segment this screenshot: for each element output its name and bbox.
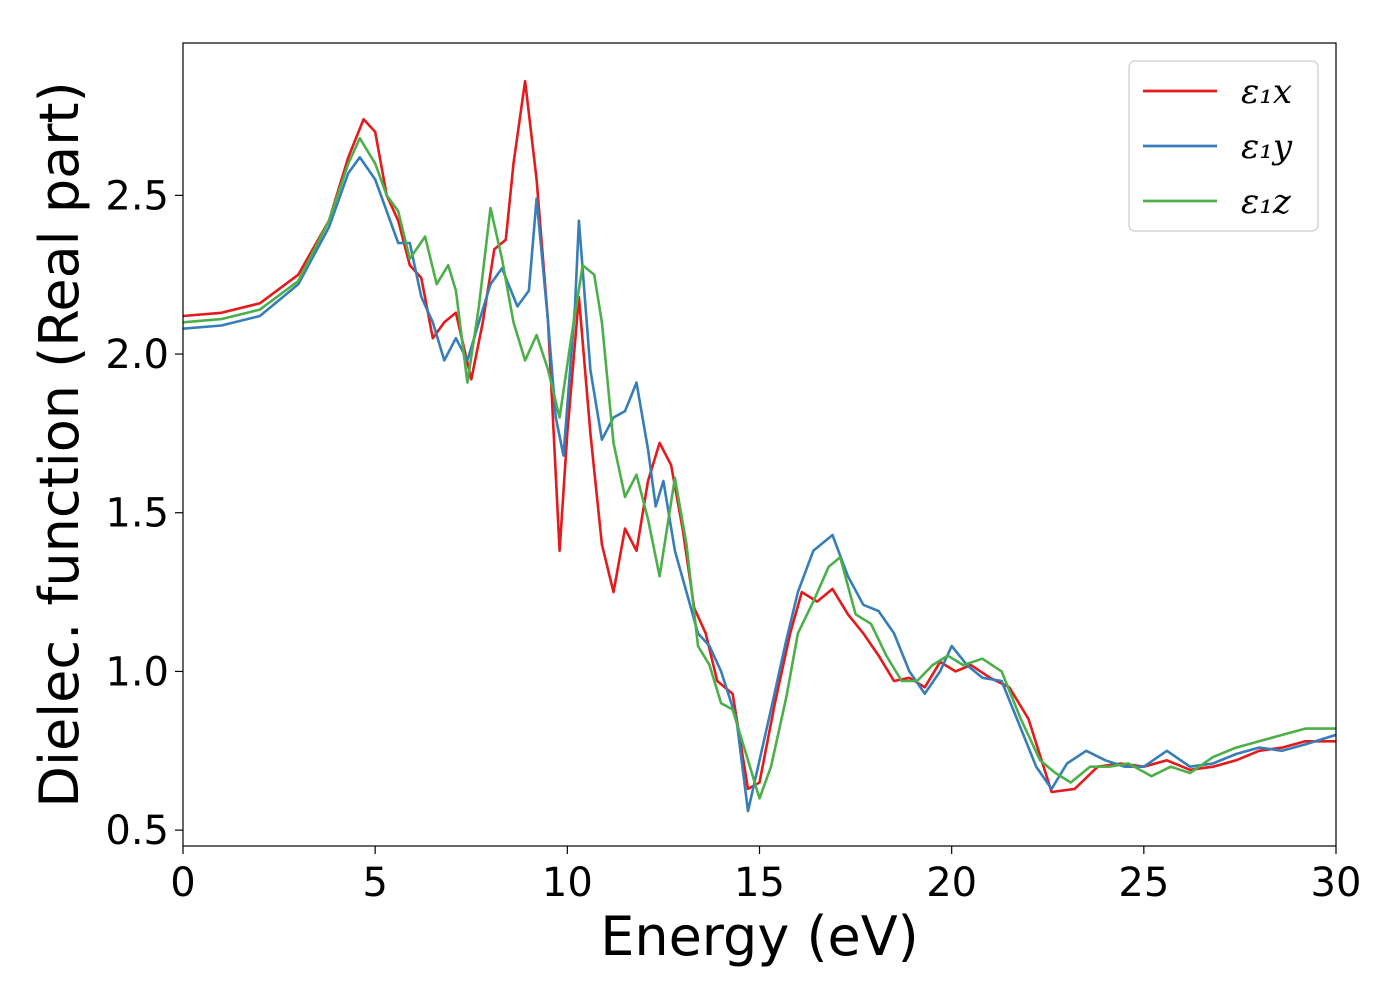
series-line-2 [183, 156, 1336, 813]
x-axis-title: Energy (eV) [600, 905, 919, 968]
x-tick-label: 25 [1118, 860, 1169, 906]
legend-label-3: ε₁z [1241, 182, 1292, 222]
legend-label-1: ε₁x [1241, 72, 1292, 112]
legend: ε₁x ε₁y ε₁z [1128, 60, 1319, 232]
legend-label-2: ε₁y [1241, 127, 1293, 167]
y-tick-label: 2.0 [105, 332, 169, 378]
legend-box [1128, 60, 1319, 232]
x-tick-label: 10 [542, 860, 593, 906]
x-tick-label: 0 [170, 860, 195, 906]
x-tick-label: 30 [1311, 860, 1362, 906]
series-line-3 [183, 136, 1336, 800]
y-tick-label: 2.5 [105, 173, 169, 219]
x-tick-label: 5 [362, 860, 387, 906]
series-layer [183, 79, 1336, 813]
x-tick-label: 20 [926, 860, 977, 906]
x-axis: 0 5 10 15 20 25 30 [170, 846, 1361, 906]
y-tick-label: 0.5 [105, 808, 169, 854]
y-tick-label: 1.0 [105, 649, 169, 695]
y-axis: 0.5 1.0 1.5 2.0 2.5 [105, 173, 183, 854]
y-tick-label: 1.5 [105, 491, 169, 537]
x-tick-label: 15 [734, 860, 785, 906]
y-axis-title: Dielec. function (Real part) [28, 81, 91, 807]
